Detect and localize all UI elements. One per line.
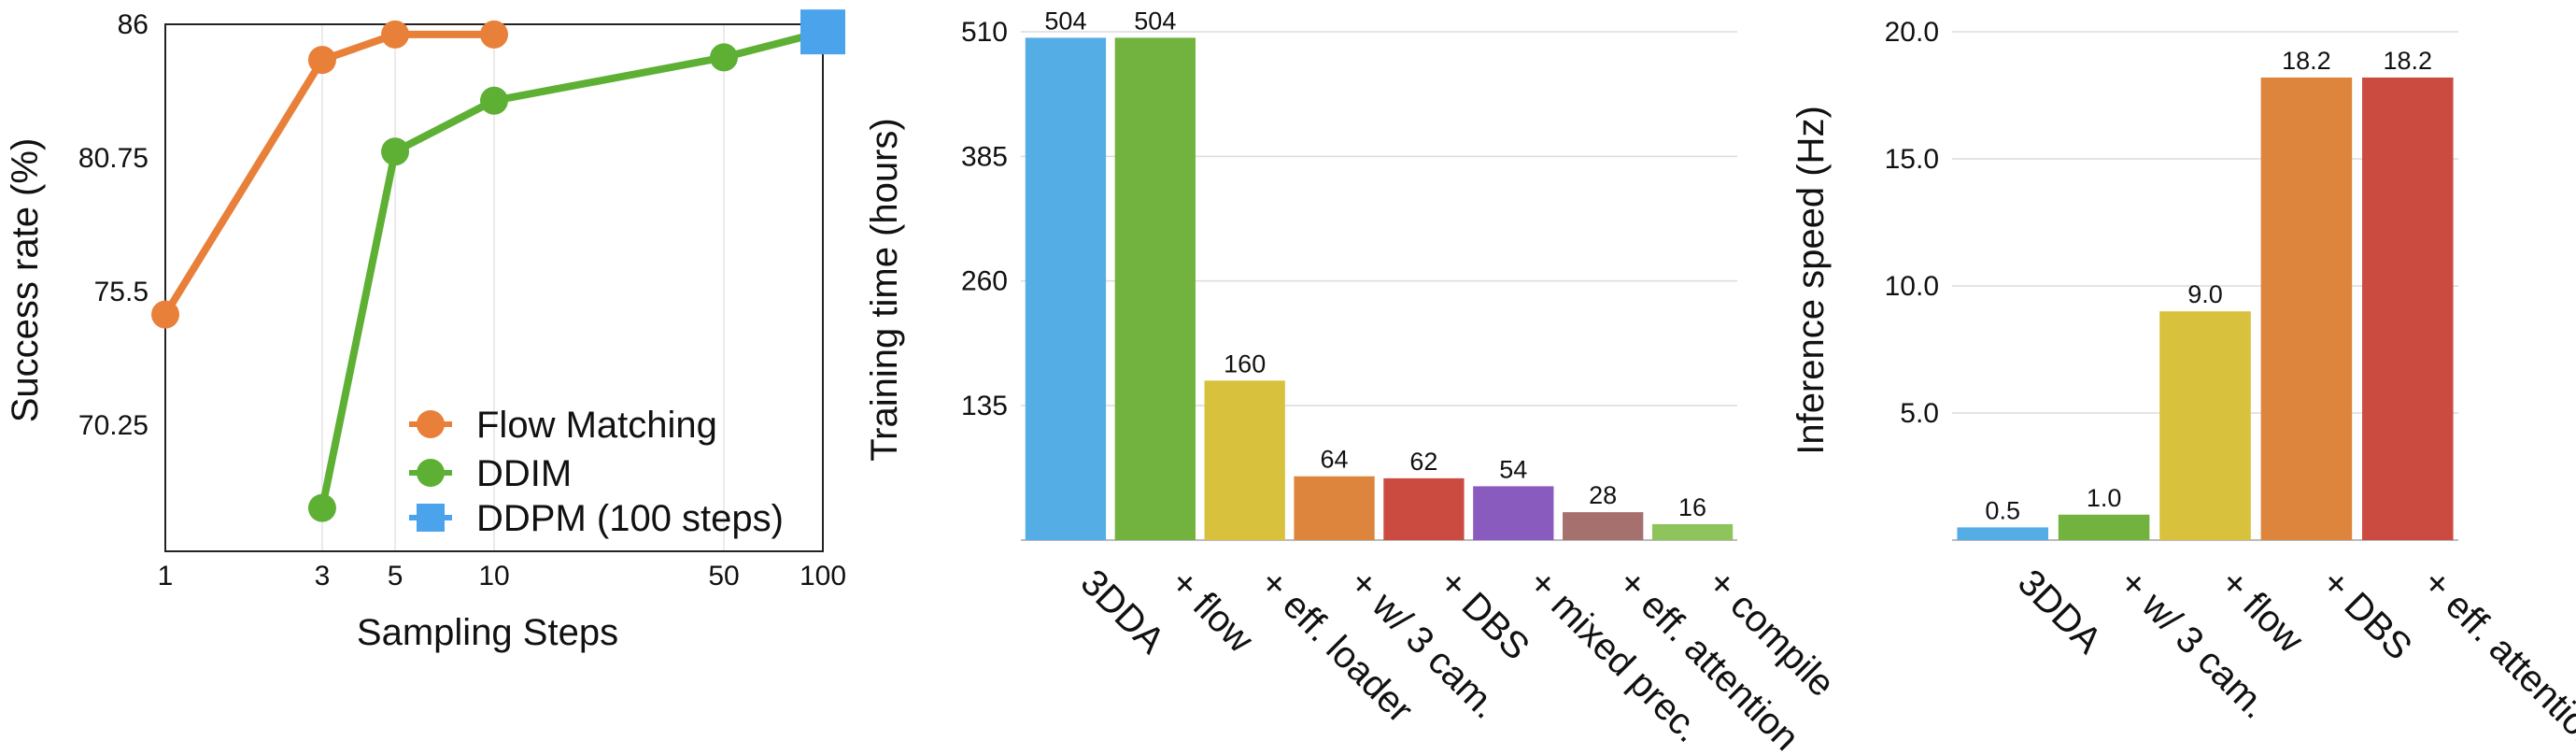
chart2-bar-label-flow: 504 bbox=[1134, 7, 1176, 35]
chart1-xtick-5: 5 bbox=[388, 561, 403, 591]
point-ddim-10 bbox=[480, 86, 508, 115]
chart3-bar-w-3-cam bbox=[2058, 514, 2150, 540]
chart2-bar-flow bbox=[1114, 37, 1196, 540]
chart2-bar-3dda bbox=[1025, 37, 1107, 540]
chart3-ticks: 5.0 10.0 15.0 20.0 bbox=[1885, 17, 1939, 429]
series-line-flow-matching bbox=[162, 30, 494, 317]
chart3-bar-flow bbox=[2159, 311, 2251, 540]
legend-item-ddim-label: DDIM bbox=[476, 453, 572, 494]
chart1-xtick-10: 10 bbox=[478, 561, 509, 591]
chart3-category-dbs: + DBS bbox=[2314, 562, 2420, 668]
chart1-ytick-80-75: 80.75 bbox=[78, 143, 149, 174]
chart3-bar-eff-attention bbox=[2362, 77, 2454, 541]
chart2-bar-eff-attention bbox=[1563, 512, 1644, 540]
chart3-bar-label-w-3-cam: 1.0 bbox=[2087, 484, 2122, 512]
chart3-bar-label-eff-attention: 18.2 bbox=[2384, 47, 2433, 75]
chart2-bar-label-eff-loader: 160 bbox=[1224, 349, 1266, 378]
chart2-bar-mixed-prec bbox=[1473, 486, 1554, 540]
legend-item-ddpm-marker bbox=[417, 504, 445, 532]
chart3-category-eff-attention: + eff. attention bbox=[2414, 562, 2576, 755]
point-ddim-3 bbox=[307, 493, 336, 522]
chart2-bar-label-3dda: 504 bbox=[1044, 7, 1086, 35]
chart2-ytick-385: 385 bbox=[961, 141, 1008, 172]
chart3-bar-label-flow: 9.0 bbox=[2187, 280, 2223, 308]
chart3-category-labels: 3DDA + w/ 3 cam.+ flow + DBS+ eff. attenti… bbox=[2010, 562, 2576, 755]
chart1-ytick-70-25: 70.25 bbox=[78, 410, 149, 441]
chart1-ylabel: Success rate (%) bbox=[5, 138, 46, 423]
chart3-bars: 0.5 1.0 9.0 18.2 18.2 bbox=[1957, 47, 2454, 541]
chart2-bar-label-eff-attention: 28 bbox=[1589, 481, 1617, 509]
chart1-legend: Flow Matching DDIM DDPM (100 steps) bbox=[409, 405, 784, 539]
chart3-ytick-10-0: 10.0 bbox=[1885, 271, 1939, 302]
chart2-bar-w-3-cam bbox=[1294, 476, 1375, 540]
chart3-ytick-15-0: 15.0 bbox=[1885, 144, 1939, 175]
legend-item-flow-matching-marker bbox=[417, 410, 445, 438]
chart2-bar-compile bbox=[1651, 523, 1734, 540]
chart3-ytick-20-0: 20.0 bbox=[1885, 17, 1939, 48]
chart2-ytick-510: 510 bbox=[961, 17, 1008, 48]
chart3-ytick-5-0: 5.0 bbox=[1900, 398, 1939, 429]
legend-item-flow-matching-label: Flow Matching bbox=[476, 405, 717, 446]
point-flow-matching-3 bbox=[307, 46, 336, 75]
chart2-bar-label-compile: 16 bbox=[1678, 493, 1706, 521]
point-ddpm-100-steps-100 bbox=[800, 9, 845, 55]
point-flow-matching-1 bbox=[151, 300, 179, 329]
chart1-ytick-75-5: 75.5 bbox=[94, 277, 149, 307]
chart3-bar-label-dbs: 18.2 bbox=[2282, 47, 2331, 75]
chart1-markers bbox=[151, 9, 845, 522]
chart2-category-flow: + flow bbox=[1162, 562, 1261, 661]
chart2-bar-label-mixed-prec: 54 bbox=[1499, 455, 1527, 483]
chart2-ticks: 135 260 385 510 bbox=[961, 17, 1008, 421]
point-ddim-5 bbox=[381, 137, 410, 166]
chart3-bar-3dda bbox=[1957, 527, 2048, 540]
inference-speed-bar-chart: Inference speed (Hz) 5.0 10.0 15.0 20.0 0.5… bbox=[1790, 17, 2576, 755]
chart2-category-labels: 3DDA+ flow+ eff. loader+ w/ 3 cam.+ DBS+… bbox=[1073, 562, 1843, 755]
chart3-ylabel: Inference speed (Hz) bbox=[1790, 106, 1832, 455]
chart3-bar-dbs bbox=[2260, 77, 2353, 541]
chart1-xlabel: Sampling Steps bbox=[357, 612, 618, 653]
chart3-category-3dda: 3DDA bbox=[2010, 562, 2110, 662]
legend-item-ddpm-label: DDPM (100 steps) bbox=[476, 498, 784, 539]
point-ddim-50 bbox=[710, 43, 739, 72]
chart1-ytick-86: 86 bbox=[118, 9, 149, 40]
chart3-bar-label-3dda: 0.5 bbox=[1985, 496, 2020, 524]
chart1-ticks: 1 3 5 10 50 100 70.25 75.5 80.75 86 bbox=[78, 9, 846, 591]
point-flow-matching-5 bbox=[381, 20, 410, 49]
chart2-bar-dbs bbox=[1383, 477, 1465, 540]
chart1-xtick-50: 50 bbox=[708, 561, 739, 591]
chart2-category-3dda: 3DDA bbox=[1073, 562, 1173, 662]
chart2-bars: 504 504 160 64 62 54 28 16 bbox=[1025, 7, 1734, 540]
chart2-bar-eff-loader bbox=[1204, 380, 1285, 540]
chart1-xtick-3: 3 bbox=[315, 561, 331, 591]
success-rate-line-chart: Success rate (%) Sampling Steps 1 3 5 10 50 1… bbox=[5, 9, 846, 653]
chart1-xtick-100: 100 bbox=[800, 561, 846, 591]
chart3-category-flow: + flow bbox=[2213, 562, 2312, 661]
chart2-ytick-135: 135 bbox=[961, 391, 1008, 421]
chart2-bar-label-w-3-cam: 64 bbox=[1321, 446, 1349, 474]
chart2-bar-label-dbs: 62 bbox=[1409, 448, 1437, 476]
chart2-ylabel: Training time (hours) bbox=[864, 118, 905, 462]
legend-item-ddim-marker bbox=[417, 459, 445, 487]
point-flow-matching-10 bbox=[480, 20, 508, 49]
chart1-xtick-1: 1 bbox=[158, 561, 174, 591]
chart2-ytick-260: 260 bbox=[961, 266, 1008, 297]
